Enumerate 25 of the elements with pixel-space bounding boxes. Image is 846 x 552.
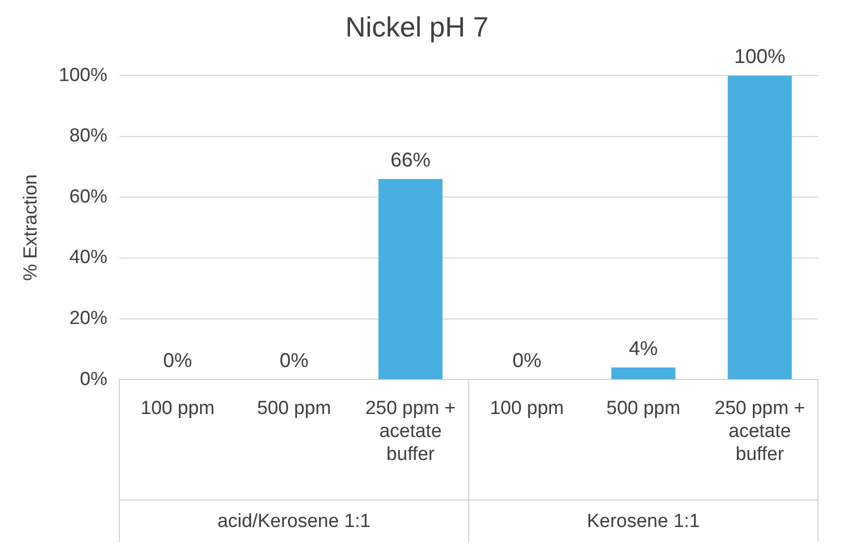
- bar: [611, 367, 676, 380]
- text: acid/Kerosene 1:1: [217, 511, 371, 532]
- data-label: 100%: [734, 46, 786, 68]
- x-tick-label: 250 ppm + acetate buffer: [365, 398, 456, 465]
- y-tick-label: 80%: [69, 126, 108, 147]
- bar: [728, 76, 792, 380]
- y-tick-label: 20%: [69, 308, 108, 330]
- data-label: 0%: [512, 350, 542, 372]
- y-tick-label: 0%: [80, 368, 108, 390]
- text: Kerosene 1:1: [586, 511, 700, 532]
- y-tick-label: 40%: [69, 247, 108, 268]
- x-tick-label: 100 ppm: [490, 398, 564, 420]
- x-tick-label: 500 ppm: [606, 398, 680, 420]
- x-tick-label: 500 ppm: [257, 398, 332, 420]
- data-label: 0%: [163, 350, 192, 372]
- bar: [378, 178, 442, 380]
- chart-title: Nickel pH 7: [345, 12, 489, 43]
- data-label: 66%: [390, 149, 431, 172]
- data-label: 4%: [628, 338, 658, 360]
- x-tick-label: 100 ppm: [140, 398, 215, 420]
- y-tick-label: 60%: [69, 186, 108, 208]
- y-axis-title: % Extraction: [20, 174, 42, 281]
- data-label: 0%: [280, 350, 309, 372]
- x-tick-label: 250 ppm + acetate buffer: [714, 398, 805, 465]
- y-tick-label: 100%: [58, 64, 108, 86]
